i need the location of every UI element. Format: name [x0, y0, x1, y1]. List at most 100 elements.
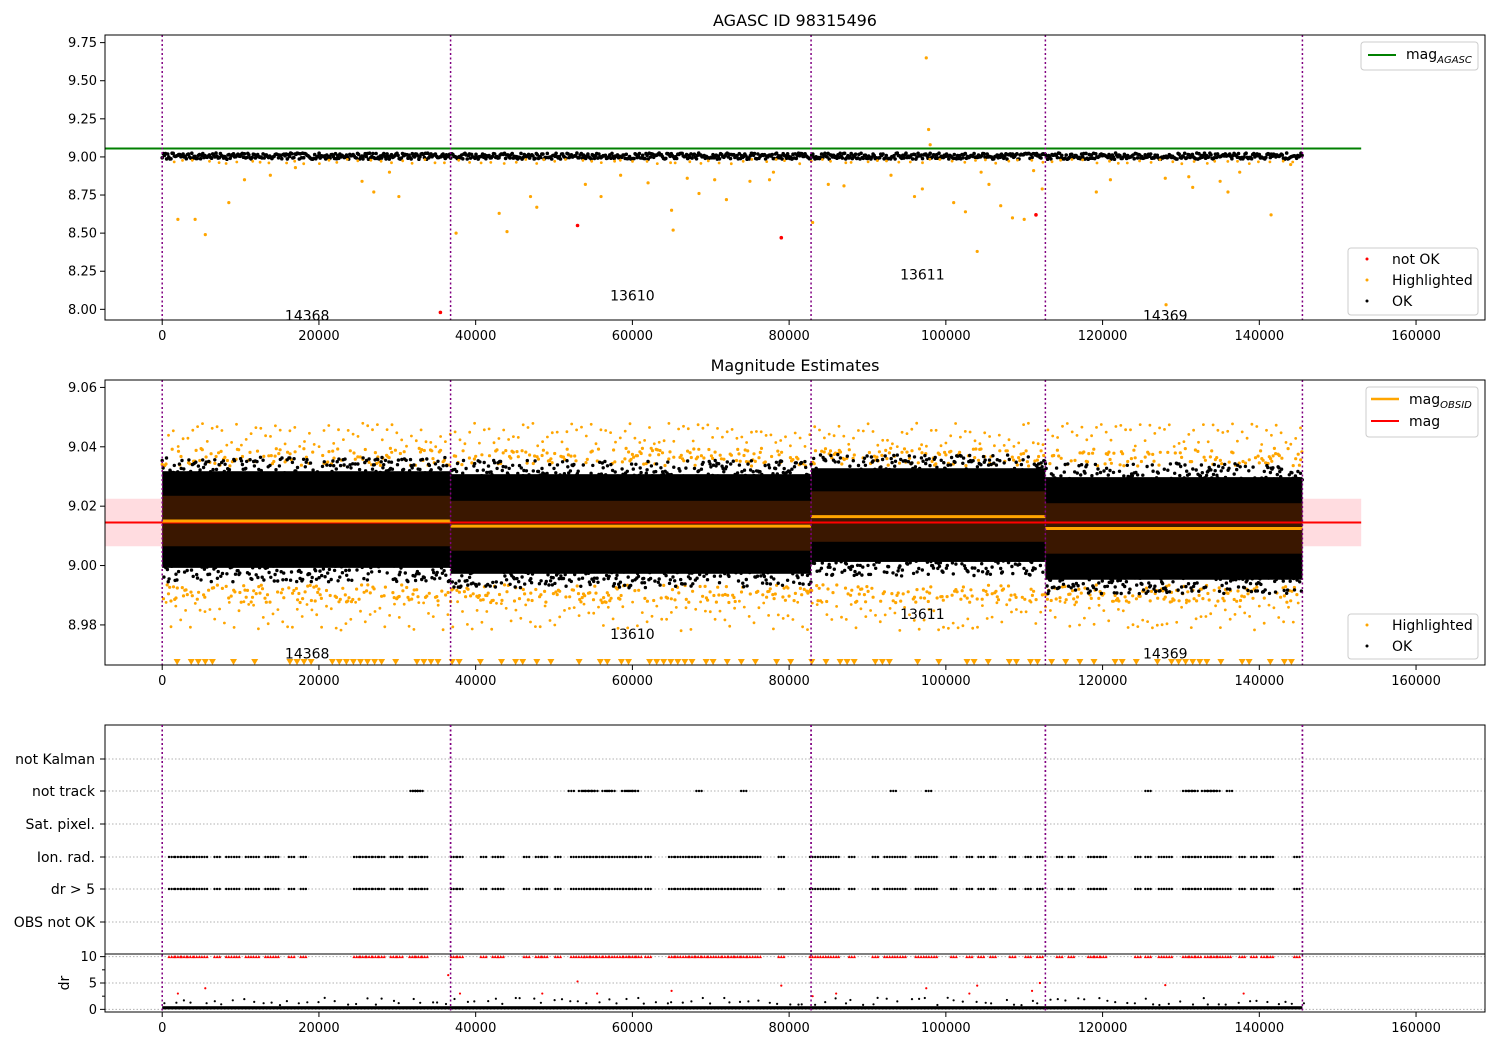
ok-point: [1244, 151, 1248, 155]
ok-point: [1146, 589, 1150, 593]
highlighted-point: [227, 596, 231, 600]
flag-point: [420, 855, 424, 859]
ok-point: [512, 577, 517, 581]
ok-point: [824, 572, 829, 577]
flag-point: [811, 887, 814, 891]
estimates-xtick-label: 20000: [298, 674, 339, 689]
ok-point: [218, 563, 222, 567]
clipped-marker: [603, 659, 611, 665]
highlighted-point: [1032, 589, 1036, 593]
ok-point: [1019, 462, 1024, 467]
dr-clipped-marker: [205, 955, 209, 959]
ok-point: [269, 575, 273, 579]
ok-point: [199, 578, 203, 582]
flag-point: [930, 887, 933, 891]
ok-point: [1264, 155, 1268, 160]
ok-point: [629, 583, 633, 588]
highlighted-point: [652, 598, 656, 603]
ok-point: [989, 462, 993, 467]
ok-point: [997, 558, 1001, 563]
flag-point: [1104, 887, 1108, 891]
ok-point: [384, 157, 388, 161]
flag-point: [355, 887, 358, 891]
ok-point: [717, 462, 721, 466]
ok-point: [422, 575, 426, 580]
dr-ok-point: [946, 996, 949, 999]
ok-point: [1020, 468, 1024, 472]
dr-ok-point: [1012, 1003, 1016, 1006]
ok-point: [911, 466, 915, 471]
highlighted-point: [599, 428, 603, 432]
highlighted-point: [319, 596, 323, 601]
highlighted-point: [729, 162, 733, 166]
ok-point: [1224, 581, 1229, 585]
highlighted-point: [303, 440, 306, 443]
highlighted-point: [1009, 593, 1013, 597]
ok-point: [915, 570, 919, 574]
highlighted-point: [1094, 583, 1098, 587]
highlighted-point: [242, 584, 246, 588]
ok-point: [1294, 476, 1298, 480]
highlighted-point: [578, 597, 582, 602]
ok-point: [533, 156, 537, 161]
highlighted-point: [1002, 444, 1006, 447]
ok-point: [231, 580, 235, 584]
clipped-marker: [434, 659, 442, 665]
clipped-marker: [1245, 659, 1253, 665]
highlighted-point: [1281, 159, 1285, 163]
ok-point: [1095, 472, 1099, 476]
highlighted-point: [485, 610, 489, 613]
ok-point: [681, 474, 685, 478]
highlighted-point: [338, 597, 342, 602]
clipped-marker: [455, 659, 463, 665]
ok-point: [412, 155, 417, 159]
ok-point: [558, 473, 562, 477]
highlighted-point: [1112, 599, 1115, 603]
highlighted-point: [811, 220, 815, 225]
ok-point: [1036, 462, 1041, 466]
dr-ok-point: [243, 998, 246, 1001]
flag-point: [703, 887, 706, 891]
estimates-xtick-label: 40000: [455, 674, 496, 689]
highlighted-point: [934, 462, 938, 466]
highlighted-point: [1121, 452, 1125, 456]
dr-ok-point: [487, 1000, 490, 1003]
flag-point: [401, 855, 404, 859]
highlighted-point: [1055, 448, 1059, 452]
highlighted-point: [850, 588, 854, 592]
highlighted-point: [618, 158, 622, 162]
ok-point: [271, 564, 276, 568]
ok-point: [289, 570, 294, 574]
flag-point: [1055, 887, 1059, 891]
highlighted-point: [470, 461, 474, 465]
highlighted-point: [711, 456, 715, 460]
flag-point: [688, 887, 691, 891]
dr-ok-point: [1114, 1001, 1117, 1004]
flag-point: [232, 887, 236, 891]
highlighted-point: [190, 594, 194, 598]
flag-point: [888, 887, 891, 891]
ok-point: [576, 469, 580, 473]
highlighted-point: [299, 463, 303, 467]
flag-point: [1089, 855, 1093, 859]
highlighted-point: [254, 426, 258, 429]
highlighted-point: [1030, 593, 1034, 598]
ok-point: [361, 157, 365, 161]
highlighted-point: [1170, 600, 1174, 603]
ok-point: [896, 569, 900, 573]
highlighted-point: [756, 589, 760, 594]
ok-point: [1280, 576, 1285, 581]
ok-point: [1249, 156, 1254, 161]
highlighted-point: [1289, 162, 1293, 167]
ok-point: [370, 467, 375, 471]
ok-point: [518, 585, 523, 590]
highlighted-point: [582, 602, 586, 606]
flag-point: [684, 855, 687, 859]
flag-point: [620, 789, 624, 793]
ok-point: [855, 563, 860, 567]
flag-point: [452, 887, 455, 891]
dr-ok-point: [1255, 999, 1258, 1003]
ok-point: [1233, 462, 1237, 466]
ok-point: [684, 466, 688, 470]
ok-point: [861, 156, 866, 161]
